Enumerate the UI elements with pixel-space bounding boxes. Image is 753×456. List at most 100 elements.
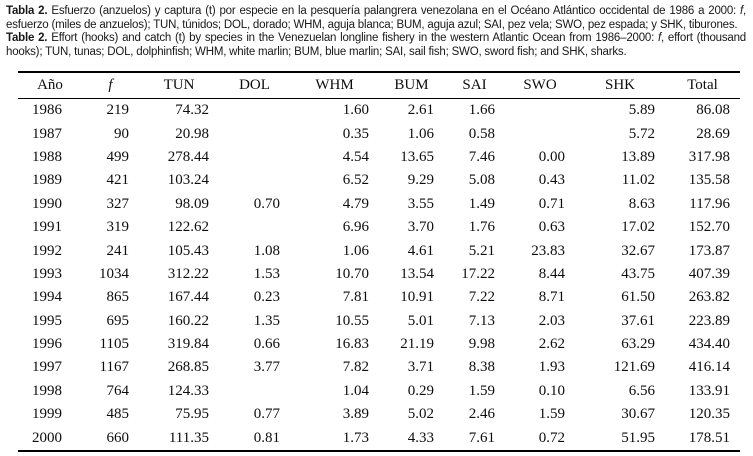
value-cell: 75.95 (175, 406, 209, 423)
value-cell: 4.79 (342, 195, 369, 212)
caption-english: Table 2. Effort (hooks) and catch (t) by… (6, 32, 746, 59)
value-cell: 4.54 (342, 148, 369, 165)
value-cell: 6.56 (628, 382, 655, 399)
value-cell: 7.22 (468, 289, 495, 306)
caption-spanish: Tabla 2. Esfuerzo (anzuelos) y captura (… (6, 5, 746, 32)
value-cell: 499 (106, 148, 130, 165)
value-cell: 319.84 (167, 336, 209, 353)
value-cell: 51.95 (621, 429, 655, 446)
value-cell: 3.70 (407, 219, 434, 236)
value-cell: 5.02 (407, 406, 434, 423)
value-cell: 0.58 (468, 125, 495, 142)
table-row: 1987 90 20.98 0.35 1.06 0.58 5.72 28.69 (18, 122, 740, 145)
value-cell: 3.77 (253, 359, 280, 376)
year-cell: 1994 (32, 289, 62, 306)
value-cell: 135.58 (688, 172, 730, 189)
value-cell: 1.35 (253, 312, 280, 329)
year-cell: 1993 (32, 265, 62, 282)
value-cell: 124.33 (167, 382, 209, 399)
value-cell: 120.35 (688, 406, 730, 423)
value-cell: 2.46 (468, 406, 495, 423)
year-cell: 1998 (32, 382, 62, 399)
caption-spanish-label: Tabla 2. (6, 5, 48, 17)
value-cell: 1.06 (342, 242, 369, 259)
value-cell (219, 99, 290, 123)
table-row: 1991 319 122.62 6.96 3.70 1.76 0.63 17.02 152.70 (18, 216, 740, 239)
table-row: 1989 421 103.24 6.52 9.29 5.08 0.43 11.02 135.58 (18, 169, 740, 192)
value-cell: 0.81 (253, 429, 280, 446)
value-cell: 0.63 (538, 219, 565, 236)
value-cell: 21.19 (400, 336, 434, 353)
value-cell: 7.61 (468, 429, 495, 446)
f-symbol: f (658, 32, 662, 44)
caption-spanish-text-cont: , esfuerzo (miles de anzuelos); TUN, tún… (6, 5, 747, 31)
value-cell: 1.53 (253, 265, 280, 282)
value-cell: 6.96 (342, 219, 369, 236)
value-cell: 3.55 (407, 195, 434, 212)
column-header-dol: DOL (239, 77, 270, 93)
value-cell: 3.71 (407, 359, 434, 376)
value-cell: 74.32 (175, 102, 209, 119)
value-cell: 90 (114, 125, 129, 142)
value-cell: 5.72 (628, 125, 655, 142)
year-cell: 1995 (32, 312, 62, 329)
value-cell (219, 380, 290, 403)
value-cell: 98.09 (175, 195, 209, 212)
value-cell: 695 (106, 312, 130, 329)
year-cell: 1986 (32, 102, 62, 119)
value-cell: 278.44 (167, 148, 209, 165)
value-cell: 9.29 (407, 172, 434, 189)
value-cell: 16.83 (335, 336, 369, 353)
value-cell: 764 (106, 382, 130, 399)
value-cell: 0.43 (538, 172, 565, 189)
year-cell: 1996 (32, 336, 62, 353)
value-cell: 2.61 (407, 102, 434, 119)
value-cell: 13.65 (400, 148, 434, 165)
value-cell: 10.70 (335, 265, 369, 282)
value-cell: 0.70 (253, 195, 280, 212)
value-cell: 7.81 (342, 289, 369, 306)
value-cell: 23.83 (531, 242, 565, 259)
header-row: Año f TUN DOL WHM BUM SAI SWO SHK Total (18, 72, 740, 99)
value-cell: 8.63 (628, 195, 655, 212)
value-cell: 10.91 (400, 289, 434, 306)
column-header-shk: SHK (604, 77, 635, 93)
value-cell: 7.82 (342, 359, 369, 376)
value-cell: 111.35 (168, 429, 209, 446)
value-cell: 1.06 (407, 125, 434, 142)
column-header-bum: BUM (394, 77, 429, 93)
value-cell: 5.89 (628, 102, 655, 119)
value-cell (505, 99, 575, 123)
year-cell: 2000 (32, 429, 62, 446)
value-cell: 327 (106, 195, 130, 212)
year-cell: 1990 (32, 195, 62, 212)
value-cell: 268.85 (167, 359, 209, 376)
value-cell: 3.89 (342, 406, 369, 423)
data-table: Año f TUN DOL WHM BUM SAI SWO SHK Total 1986 219 74… (18, 71, 740, 452)
f-symbol: f (740, 5, 744, 17)
value-cell: 6.52 (342, 172, 369, 189)
column-header-total: Total (687, 77, 718, 93)
value-cell: 8.71 (538, 289, 565, 306)
value-cell: 0.29 (407, 382, 434, 399)
column-header-f: f (108, 77, 113, 93)
value-cell: 1167 (99, 359, 129, 376)
value-cell: 4.33 (407, 429, 434, 446)
table-row: 1986 219 74.32 1.60 2.61 1.66 5.89 86.08 (18, 99, 740, 123)
caption-english-text: Effort (hooks) and catch (t) by species … (51, 32, 659, 44)
value-cell: 865 (106, 289, 130, 306)
value-cell: 5.08 (468, 172, 495, 189)
value-cell: 0.72 (538, 429, 565, 446)
column-header-tun: TUN (163, 77, 195, 93)
year-cell: 1987 (32, 125, 62, 142)
column-header-swo: SWO (523, 77, 557, 93)
value-cell: 1.93 (538, 359, 565, 376)
value-cell: 17.22 (461, 265, 495, 282)
value-cell: 167.44 (167, 289, 209, 306)
value-cell: 8.38 (468, 359, 495, 376)
value-cell: 7.46 (468, 148, 495, 165)
table-row: 1992 241 105.43 1.08 1.06 4.61 5.21 23.83 32.67 1… (18, 239, 740, 262)
value-cell: 407.39 (688, 265, 730, 282)
table-row: 2000 660 111.35 0.81 1.73 4.33 7.61 0.72 51.95 17… (18, 426, 740, 450)
